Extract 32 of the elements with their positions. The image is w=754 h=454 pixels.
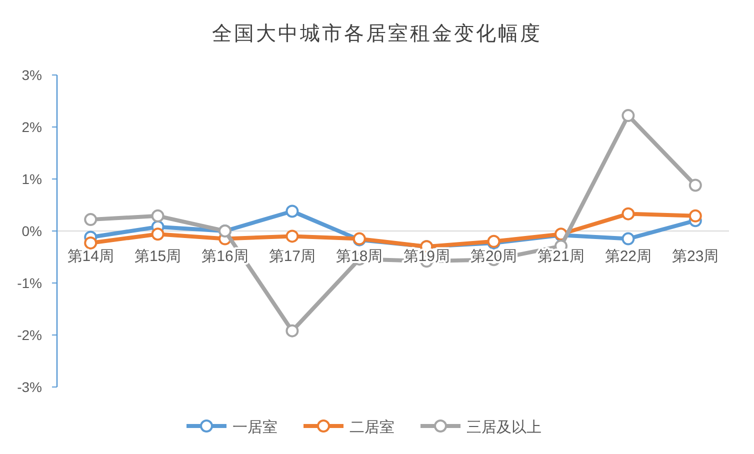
x-tick-label: 第21周 [538, 248, 584, 265]
y-tick-label: 2% [22, 119, 42, 135]
x-tick-label: 第23周 [672, 248, 719, 265]
point [688, 209, 702, 222]
x-tick-label: 第19周 [403, 248, 450, 265]
x-tick-label: 第22周 [604, 248, 652, 265]
y-tick-label: 3% [22, 67, 42, 83]
point [286, 324, 299, 338]
y-tick-label: 0% [22, 223, 42, 239]
y-tick-label: -1% [17, 275, 42, 291]
point [622, 109, 635, 122]
x-tick-label: 第17周 [268, 248, 316, 265]
legend-label: 二居室 [350, 419, 394, 436]
chart-title: 全国大中城市各居室租金变化幅度 [212, 21, 542, 45]
point [286, 230, 299, 243]
y-tick-label: 1% [22, 171, 42, 187]
x-tick-label: 第14周 [67, 248, 114, 265]
x-tick-label: 第16周 [202, 248, 248, 265]
x-tick-label: 第18周 [336, 248, 383, 265]
point [84, 213, 98, 226]
legend-label: 三居及以上 [466, 419, 542, 436]
y-tick-label: -3% [17, 379, 42, 395]
x-tick-label: 第15周 [134, 248, 182, 265]
legend-label: 一居室 [232, 419, 278, 436]
point [151, 228, 164, 241]
point [84, 236, 98, 250]
point [151, 209, 164, 222]
y-tick-label: -2% [17, 327, 42, 343]
point [622, 207, 635, 220]
point [286, 204, 299, 218]
point [688, 178, 702, 192]
point [622, 232, 635, 246]
